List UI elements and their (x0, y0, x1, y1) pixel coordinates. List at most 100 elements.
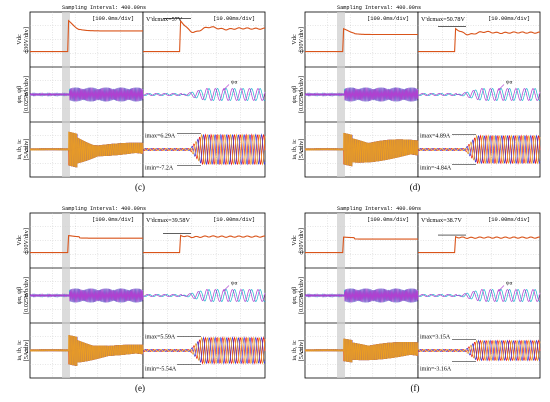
flux-annotation: ψα (506, 281, 512, 287)
ib-zoom (417, 339, 541, 362)
sampling-header: Sampling Interval: 400.00ns (62, 5, 146, 11)
ic-overview (29, 335, 144, 367)
right-time-scale: [10.00ms/div] (213, 16, 255, 22)
ic-zoom (142, 133, 266, 166)
vdc-trace-overview (30, 234, 143, 254)
zero-marker: 0 (300, 93, 303, 99)
flux-arrow (222, 84, 230, 91)
zero-marker: 0 (25, 50, 28, 56)
ic-zoom (417, 339, 541, 362)
zero-marker: 0 (25, 294, 28, 300)
ylabel-row-3: ia, ib, ic[5A/div] (291, 340, 305, 362)
ylabel-row-3: ia, ib, ic[5A/div] (16, 139, 30, 161)
flux-beta-zoom (417, 88, 541, 101)
ylabel-row-1: Vdc[30V/div] (16, 228, 30, 253)
left-time-scale: [100.0ms/div] (367, 16, 409, 22)
ib-zoom (417, 134, 541, 165)
ib-zoom (142, 133, 266, 166)
panel-label: (d) (410, 182, 421, 192)
flux-arrow (222, 285, 230, 292)
ic-zoom (417, 134, 541, 165)
flux-arrow (497, 84, 505, 91)
right-time-scale: [10.00ms/div] (213, 217, 255, 223)
zero-marker: 0 (25, 93, 28, 99)
imax-annotation: imax=5.59A (145, 335, 176, 341)
imax-annotation: imax=4.89A (420, 134, 451, 140)
panel-label: (f) (411, 383, 420, 393)
ylabel-row-1: Vdc[30V/div] (291, 27, 305, 52)
sampling-header: Sampling Interval: 400.00ns (337, 5, 421, 11)
right-time-scale: [10.00ms/div] (488, 217, 530, 223)
ic-overview (304, 132, 419, 167)
panel-label: (c) (135, 182, 145, 192)
flux-beta-overview (304, 87, 419, 102)
flux-beta-zoom (142, 289, 266, 302)
flux-alpha-zoom (142, 289, 266, 302)
vdc-annotation: V'dcmax=39.58V (146, 217, 190, 224)
vdc-annotation: V'dcmax=38.7V (421, 217, 462, 224)
vdc-trace-zoom (418, 27, 540, 53)
zero-marker: 0 (25, 349, 28, 355)
vdc-trace-zoom (418, 235, 541, 254)
flux-alpha-zoom (417, 289, 541, 302)
panel-c: Sampling Interval: 400.00ns [100.0ms/div]… (16, 5, 266, 192)
flux-annotation: ψα (506, 80, 512, 86)
imax-annotation: imax=6.29A (145, 134, 176, 140)
vdc-annotation: V'dcmax=50.78V (421, 16, 465, 23)
zero-marker: 0 (300, 148, 303, 154)
zero-marker: 0 (25, 148, 28, 154)
imin-annotation: imin=-3.16A (420, 367, 452, 373)
ylabel-row-2: ψα, ψβ[0.025Wb/div] (16, 76, 30, 113)
left-time-scale: [100.0ms/div] (367, 217, 409, 223)
imax-annotation: imax=3.15A (420, 335, 451, 341)
panel-d: Sampling Interval: 400.00ns [100.0ms/div]… (291, 5, 541, 192)
zero-marker: 0 (300, 294, 303, 300)
ic-zoom (142, 336, 266, 365)
right-time-scale: [10.00ms/div] (488, 16, 530, 22)
flux-beta-overview (29, 87, 144, 102)
sampling-header: Sampling Interval: 400.00ns (337, 206, 421, 212)
vdc-trace-overview (305, 27, 418, 53)
flux-annotation: ψα (231, 281, 237, 287)
flux-beta-overview (29, 288, 144, 303)
flux-beta-overview (304, 288, 419, 303)
ylabel-row-3: ia, ib, ic[5A/div] (16, 340, 30, 362)
left-time-scale: [100.0ms/div] (92, 217, 134, 223)
ylabel-row-2: ψα, ψβ[0.025Wb/div] (291, 277, 305, 314)
flux-annotation: ψα (231, 80, 237, 86)
imin-annotation: imin=-4.84A (420, 166, 452, 172)
imin-annotation: imin=-5.54A (145, 367, 177, 373)
ib-zoom (142, 336, 266, 365)
panel-f: Sampling Interval: 400.00ns [100.0ms/div]… (291, 206, 541, 393)
ylabel-row-3: ia, ib, ic[5A/div] (291, 139, 305, 161)
ia-zoom (417, 134, 541, 165)
flux-arrow (497, 285, 505, 292)
panel-label: (e) (135, 383, 145, 393)
ia-zoom (142, 133, 266, 166)
flux-alpha-zoom (417, 88, 541, 101)
vdc-trace-zoom (143, 19, 265, 53)
vdc-trace-zoom (143, 234, 266, 254)
vdc-trace-overview (30, 19, 143, 53)
ylabel-row-1: Vdc[30V/div] (291, 228, 305, 253)
ic-overview (304, 338, 419, 363)
sampling-header: Sampling Interval: 400.00ns (62, 206, 146, 212)
flux-beta-zoom (142, 88, 266, 101)
vdc-trace-overview (305, 236, 418, 254)
zero-marker: 0 (25, 251, 28, 257)
panel-e: Sampling Interval: 400.00ns [100.0ms/div]… (16, 206, 266, 393)
ylabel-row-2: ψα, ψβ[0.025Wb/div] (291, 76, 305, 113)
zero-marker: 0 (300, 50, 303, 56)
imin-annotation: imin=-7.2A (145, 166, 174, 172)
ia-zoom (417, 339, 541, 362)
vdc-annotation: V'dcmax=57V (146, 16, 183, 23)
ia-zoom (142, 336, 266, 365)
zero-marker: 0 (300, 349, 303, 355)
ic-overview (29, 131, 144, 168)
ylabel-row-1: Vdc[30V/div] (16, 27, 30, 52)
flux-beta-zoom (417, 289, 541, 302)
ylabel-row-2: ψα, ψβ[0.025Wb/div] (16, 277, 30, 314)
left-time-scale: [100.0ms/div] (92, 16, 134, 22)
zero-marker: 0 (300, 251, 303, 257)
